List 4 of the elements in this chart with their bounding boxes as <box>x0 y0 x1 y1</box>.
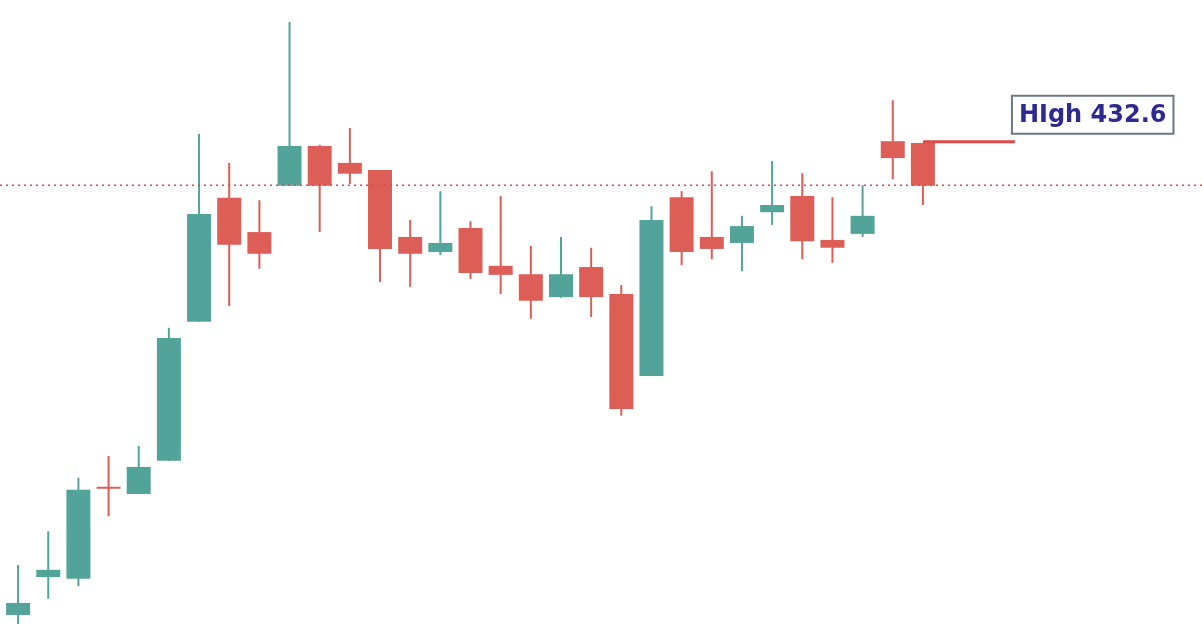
candlestick <box>488 195 513 295</box>
candlestick <box>36 531 61 599</box>
candlestick <box>96 456 121 517</box>
ref-line-label: HIgh 432.6 <box>1018 100 1167 129</box>
